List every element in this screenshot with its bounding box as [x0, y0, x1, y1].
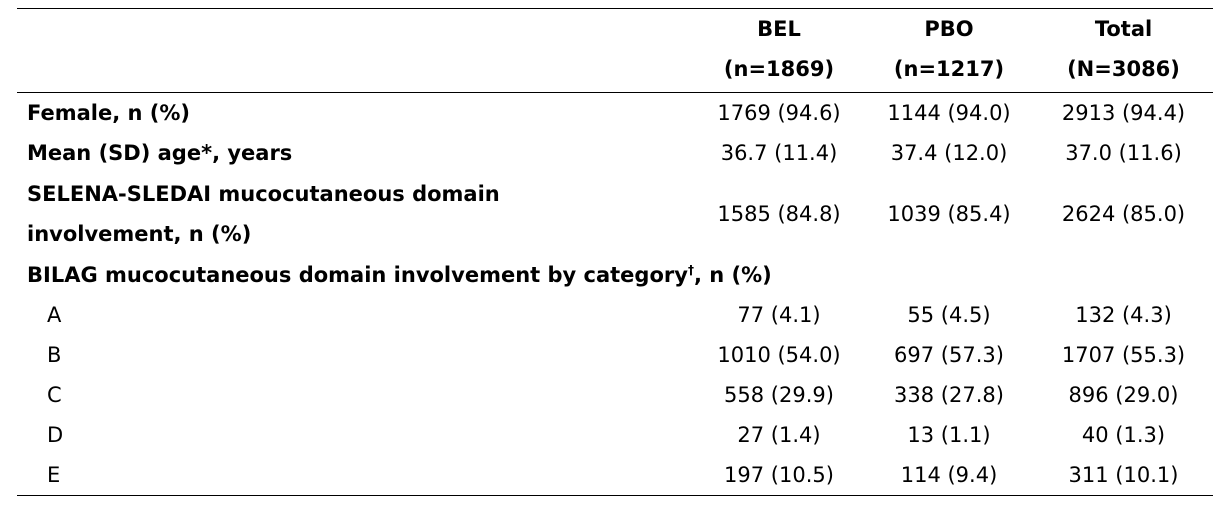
table-row-category-a: A 77 (4.1) 55 (4.5) 132 (4.3) [17, 295, 1213, 335]
table-header: BEL PBO Total (n=1869) (n=1217) (N=3086) [17, 8, 1213, 93]
table-body: Female, n (%) 1769 (94.6) 1144 (94.0) 29… [17, 93, 1213, 496]
bilag-label-tail: , n (%) [693, 263, 772, 287]
row-label: A [47, 303, 62, 327]
cell-total: 40 (1.3) [1081, 423, 1166, 447]
header-empty-cell [17, 8, 694, 49]
header-empty-cell [17, 49, 694, 93]
row-label: D [47, 423, 64, 447]
baseline-characteristics-table-container: BEL PBO Total (n=1869) (n=1217) (N=3086)… [17, 8, 1213, 496]
cell-pbo: 1039 (85.4) [887, 202, 1011, 226]
cell-bel: 77 (4.1) [737, 303, 821, 327]
cell-pbo: 55 (4.5) [907, 303, 991, 327]
table-row-age: Mean (SD) age*, years 36.7 (11.4) 37.4 (… [17, 133, 1213, 173]
row-label: Mean (SD) age*, years [27, 141, 293, 165]
row-label: Female, n (%) [27, 101, 191, 125]
header-bel-n: (n=1869) [694, 49, 864, 93]
cell-total: 1707 (55.3) [1061, 343, 1186, 367]
cell-pbo: 114 (9.4) [864, 455, 1034, 496]
row-label: SELENA-SLEDAI mucocutaneous domain invol… [17, 173, 694, 255]
cell-total: 37.0 (11.6) [1065, 141, 1182, 165]
row-label-line-2: involvement, n (%) [27, 222, 252, 246]
table-row-category-c: C 558 (29.9) 338 (27.8) 896 (29.0) [17, 375, 1213, 415]
cell-total: 311 (10.1) [1034, 455, 1213, 496]
cell-total: 132 (4.3) [1075, 303, 1172, 327]
cell-total: 2624 (85.0) [1061, 202, 1186, 226]
row-label-line-1: SELENA-SLEDAI mucocutaneous domain [27, 182, 500, 206]
cell-pbo: 697 (57.3) [894, 343, 1004, 367]
cell-bel: 1585 (84.8) [717, 202, 841, 226]
table-row-category-e: E 197 (10.5) 114 (9.4) 311 (10.1) [17, 455, 1213, 496]
cell-bel: 197 (10.5) [694, 455, 864, 496]
cell-pbo: 13 (1.1) [907, 423, 991, 447]
table-row-category-b: B 1010 (54.0) 697 (57.3) 1707 (55.3) [17, 335, 1213, 375]
cell-bel: 558 (29.9) [724, 383, 834, 407]
header-row-counts: (n=1869) (n=1217) (N=3086) [17, 49, 1213, 93]
header-total: Total [1034, 8, 1213, 49]
cell-pbo: 37.4 (12.0) [890, 141, 1008, 165]
row-label: E [17, 455, 694, 496]
header-pbo: PBO [864, 8, 1034, 49]
dagger-footnote-mark: † [687, 263, 694, 277]
cell-pbo: 338 (27.8) [894, 383, 1004, 407]
table-row-category-d: D 27 (1.4) 13 (1.1) 40 (1.3) [17, 415, 1213, 455]
cell-bel: 1769 (94.6) [717, 101, 841, 125]
cell-pbo: 1144 (94.0) [887, 101, 1011, 125]
cell-total: 2913 (94.4) [1061, 101, 1186, 125]
row-label: C [47, 383, 62, 407]
table-row-selena-sledai: SELENA-SLEDAI mucocutaneous domain invol… [17, 173, 1213, 255]
cell-total: 896 (29.0) [1068, 383, 1179, 407]
header-bel: BEL [694, 8, 864, 49]
header-row-names: BEL PBO Total [17, 8, 1213, 49]
bilag-label-main: BILAG mucocutaneous domain involvement b… [27, 263, 688, 287]
cell-bel: 36.7 (11.4) [720, 141, 838, 165]
header-pbo-n: (n=1217) [864, 49, 1034, 93]
row-label: B [47, 343, 62, 367]
table-row-bilag-heading: BILAG mucocutaneous domain involvement b… [17, 255, 1213, 295]
table-row-female: Female, n (%) 1769 (94.6) 1144 (94.0) 29… [17, 93, 1213, 134]
header-total-n: (N=3086) [1034, 49, 1213, 93]
baseline-characteristics-table: BEL PBO Total (n=1869) (n=1217) (N=3086)… [17, 8, 1213, 496]
cell-bel: 1010 (54.0) [717, 343, 841, 367]
cell-bel: 27 (1.4) [737, 423, 821, 447]
row-label: BILAG mucocutaneous domain involvement b… [17, 255, 1213, 295]
